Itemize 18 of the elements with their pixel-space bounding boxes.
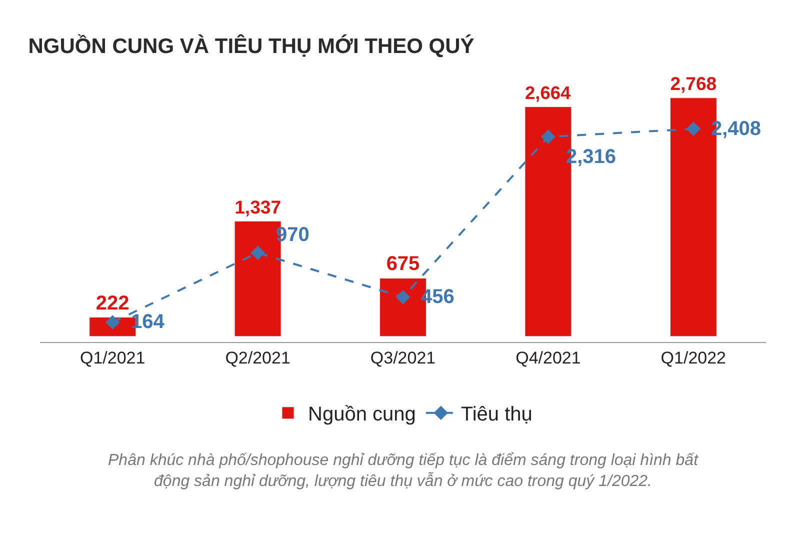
point — [396, 290, 410, 304]
x-tick-label: Q1/2021 — [80, 348, 146, 368]
text: Phân khúc nhà phố/shophouse nghỉ dưỡng tiếp tục là điểm sáng trong loại hình bất động sản nghỉ dưỡng, lượng tiêu thụ vẫn ở mức cao trong quý 1/2022. — [108, 452, 699, 490]
data-label: 2,664 — [524, 82, 572, 104]
point — [686, 122, 701, 136]
x-tick-label: Q1/2022 — [660, 348, 726, 368]
legend-label: Tiêu thụ — [460, 404, 532, 426]
legend-label: Nguồn cung — [308, 404, 416, 426]
point — [250, 246, 265, 260]
data-label: 675 — [386, 253, 420, 276]
chart-title: NGUỒN CUNG VÀ TIÊU THỤ MỚI THEO QUÝ — [28, 34, 474, 58]
data-label: 222 — [96, 292, 130, 314]
data-label: 2,768 — [670, 73, 717, 94]
x-tick-label: Q4/2021 — [516, 348, 581, 368]
x-tick-label: Q3/2021 — [370, 348, 436, 368]
data-label: 1,337 — [234, 196, 282, 218]
x-tick-label: Q2/2021 — [225, 348, 290, 368]
point — [541, 130, 556, 144]
